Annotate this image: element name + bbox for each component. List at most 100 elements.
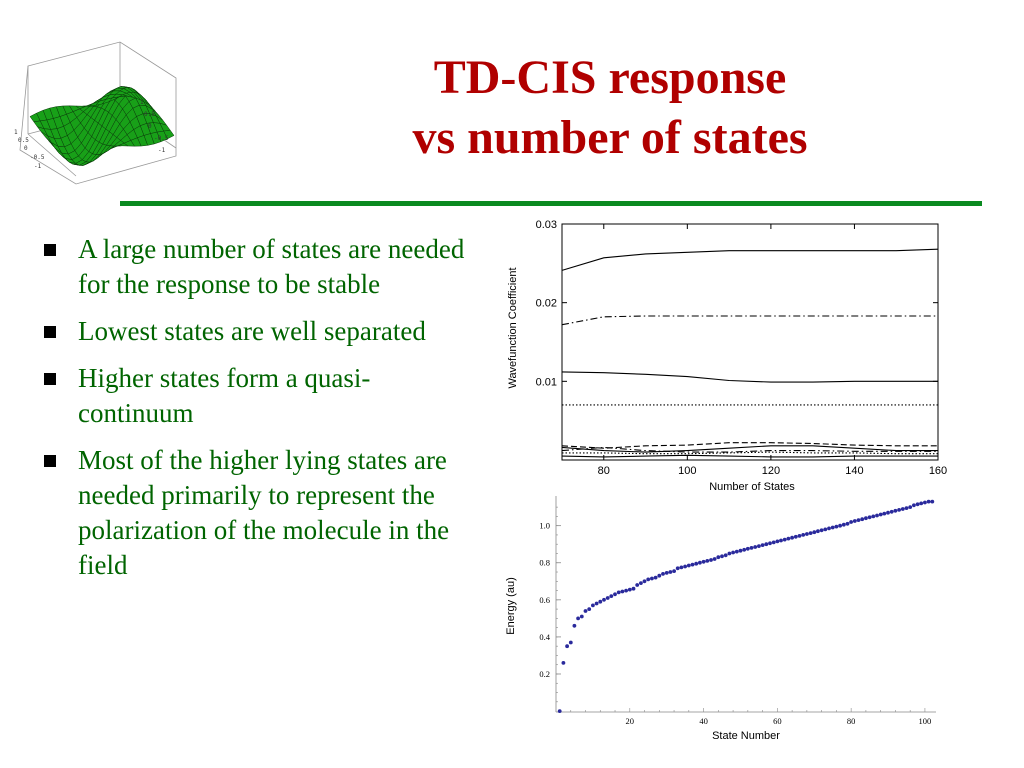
logo-tick-label: 1 <box>14 129 18 136</box>
data-point <box>672 569 676 573</box>
data-point <box>860 517 865 522</box>
data-point <box>768 541 772 546</box>
data-point <box>908 505 913 509</box>
logo-tick-label: -0.5 <box>154 135 169 142</box>
data-point <box>631 586 636 591</box>
data-point <box>893 508 898 513</box>
bullet-text: A large number of states are needed for … <box>78 234 465 299</box>
title-divider <box>120 201 982 206</box>
data-point <box>852 519 857 523</box>
data-point <box>923 500 927 505</box>
data-point <box>864 516 868 521</box>
series-line <box>561 454 938 458</box>
data-point <box>694 561 699 566</box>
x-tick-label: 100 <box>678 465 696 477</box>
bullet-text: Higher states form a quasi-continuum <box>78 363 371 428</box>
data-point <box>734 549 739 554</box>
data-point <box>878 512 883 517</box>
data-point <box>561 661 566 665</box>
logo-tick-label: 0.5 <box>144 111 155 118</box>
data-point <box>639 581 643 585</box>
data-point <box>886 510 890 515</box>
slide-title: TD-CIS response vs number of states <box>330 48 890 168</box>
bullet-text: Most of the higher lying states are need… <box>78 445 450 580</box>
square-bullet-icon <box>44 326 56 338</box>
data-point <box>709 558 713 562</box>
data-point <box>598 599 603 604</box>
square-bullet-icon <box>44 455 56 467</box>
data-point <box>613 592 617 597</box>
data-point <box>594 601 599 606</box>
data-point <box>749 546 754 550</box>
data-point <box>745 546 750 551</box>
x-tick-label: 160 <box>929 465 947 477</box>
data-point <box>841 522 846 527</box>
data-point <box>650 576 654 581</box>
y-tick-label: 0.4 <box>539 632 550 642</box>
data-point <box>723 553 728 558</box>
data-point <box>701 559 706 564</box>
data-point <box>834 524 839 529</box>
logo-tick-label: 0 <box>148 123 152 130</box>
data-point <box>897 508 901 512</box>
data-point <box>856 518 861 522</box>
data-point <box>579 614 584 619</box>
y-axis-label: Wavefunction Coefficient <box>507 267 519 388</box>
data-point <box>764 542 769 547</box>
data-point <box>690 562 695 567</box>
y-tick-label: 0.02 <box>536 298 557 310</box>
data-point <box>919 501 924 506</box>
data-point <box>591 603 595 608</box>
series-line <box>561 446 938 453</box>
x-tick-label: 20 <box>626 716 635 726</box>
data-point <box>779 538 783 543</box>
x-tick-label: 40 <box>699 716 708 726</box>
y-axis-label: Energy (au) <box>505 577 517 634</box>
x-tick-label: 80 <box>598 465 610 477</box>
energy-scatter-chart: 20 40 60 80 100 0.2 0.4 0.6 0.8 1.0 State Number En… <box>505 496 936 742</box>
logo-tick-label: -0.5 <box>30 154 45 161</box>
data-point <box>816 529 820 534</box>
series-line <box>561 371 938 383</box>
data-point <box>753 545 758 549</box>
data-point <box>627 587 632 592</box>
logo-tick-label: 0 <box>24 145 28 152</box>
bullet-item: Most of the higher lying states are need… <box>44 443 484 583</box>
y-tick-label: 0.01 <box>536 376 557 388</box>
title-line-1: TD-CIS response <box>433 51 787 104</box>
y-tick-label: 0.2 <box>539 669 550 679</box>
data-point <box>757 544 761 548</box>
bullet-item: Lowest states are well separated <box>44 314 484 349</box>
x-tick-label: 120 <box>762 465 780 477</box>
data-point <box>557 709 562 713</box>
data-point <box>698 560 702 565</box>
data-point <box>742 547 747 552</box>
data-point <box>849 520 853 524</box>
data-point <box>782 537 787 542</box>
bullet-item: A large number of states are needed for … <box>44 232 484 302</box>
data-point <box>793 534 798 539</box>
y-tick-label: 0.03 <box>536 219 557 231</box>
data-point <box>775 539 780 544</box>
data-point <box>720 554 724 559</box>
data-point <box>705 559 710 563</box>
x-tick-label: 60 <box>773 716 782 726</box>
data-point <box>871 514 876 519</box>
data-point <box>620 589 625 594</box>
data-point <box>712 557 717 561</box>
data-point <box>616 590 621 595</box>
data-point <box>882 511 887 516</box>
data-point <box>668 570 673 574</box>
square-bullet-icon <box>44 244 56 256</box>
series-line <box>561 248 939 271</box>
data-point <box>904 506 909 510</box>
data-point <box>812 530 817 535</box>
data-point <box>808 531 813 535</box>
plot-frame <box>561 223 939 461</box>
x-tick-label: 100 <box>919 716 932 726</box>
data-point <box>609 594 614 598</box>
data-point <box>624 588 628 593</box>
square-bullet-icon <box>44 373 56 385</box>
logo-tick-label: 1 <box>140 99 144 106</box>
wavefunction-coefficient-chart: 80 100 120 140 160 0.01 0.02 0.03 Number of Stat… <box>507 219 947 493</box>
